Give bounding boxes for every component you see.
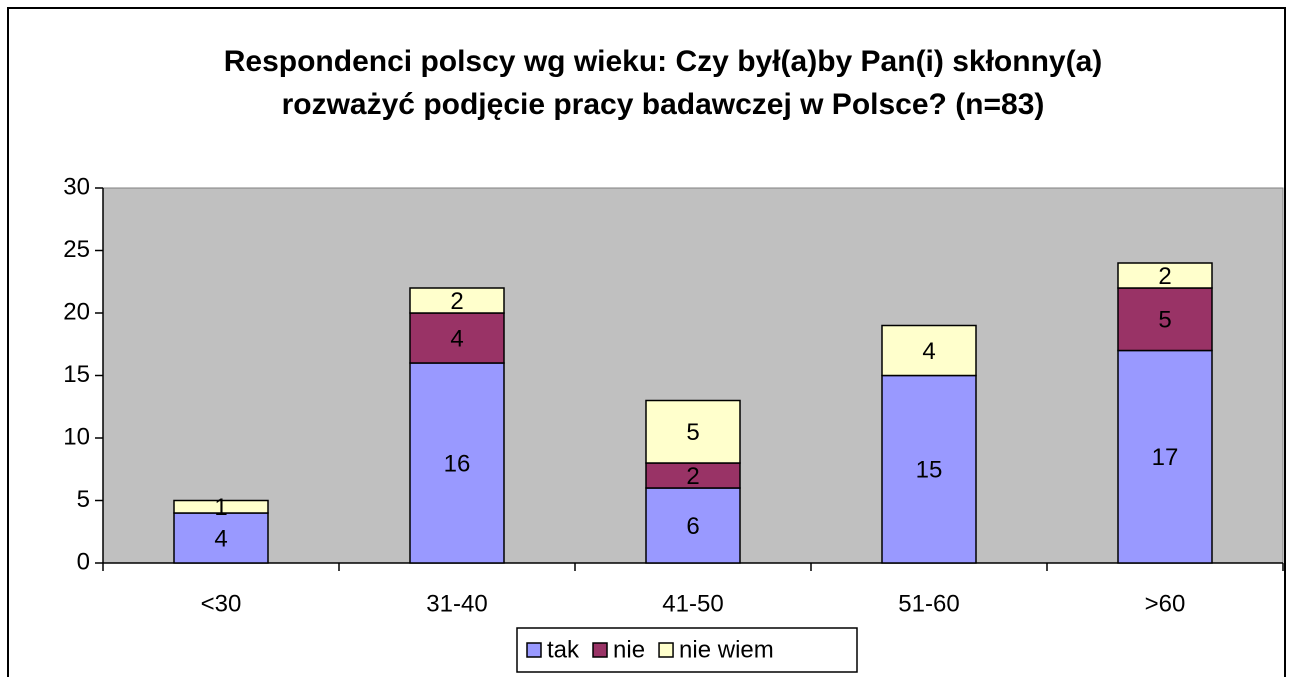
data-label: 2 (450, 288, 463, 315)
y-tick-label: 15 (63, 361, 90, 388)
data-label: 6 (686, 513, 699, 540)
y-tick-label: 20 (63, 298, 90, 325)
data-label: 16 (444, 450, 471, 477)
legend-label: tak (547, 636, 580, 663)
y-tick-label: 25 (63, 236, 90, 263)
bar-segment (881, 374, 977, 564)
y-tick-label: 10 (63, 423, 90, 450)
bar-segment (881, 324, 977, 377)
bar-segment (1117, 287, 1213, 352)
legend-label: nie wiem (679, 636, 774, 663)
data-label: 17 (1152, 444, 1179, 471)
bar-segment (173, 499, 269, 514)
chart-frame (7, 7, 1286, 677)
bar-segment (409, 287, 505, 314)
x-tick-label: 31-40 (426, 590, 487, 617)
legend-swatch (658, 642, 674, 658)
legend (516, 627, 858, 673)
x-tick-label: >60 (1145, 590, 1186, 617)
data-label: 4 (450, 325, 463, 352)
bar-segment (1117, 349, 1213, 564)
data-label: 4 (922, 338, 935, 365)
y-tick-label: 0 (77, 548, 90, 575)
x-tick-label: 51-60 (898, 590, 959, 617)
bar-segment (409, 362, 505, 564)
legend-swatch (526, 642, 542, 658)
data-label: 2 (686, 463, 699, 490)
bar-segment (173, 512, 269, 564)
data-label: 4 (214, 525, 227, 552)
data-label: 5 (686, 419, 699, 446)
x-tick-label: 41-50 (662, 590, 723, 617)
bar-segment (645, 399, 741, 464)
y-tick-label: 5 (77, 486, 90, 513)
x-tick-label: <30 (201, 590, 242, 617)
bar-segment (1117, 262, 1213, 289)
data-label: 5 (1158, 307, 1171, 334)
data-label: 1 (214, 494, 227, 521)
y-tick-label: 30 (63, 173, 90, 200)
legend-swatch (592, 642, 608, 658)
chart-title: Respondenci polscy wg wieku: Czy był(a)b… (223, 45, 1103, 121)
bar-segment (645, 487, 741, 564)
data-label: 15 (916, 457, 943, 484)
bar-segment (409, 312, 505, 364)
data-label: 2 (1158, 263, 1171, 290)
legend-label: nie (613, 636, 645, 663)
